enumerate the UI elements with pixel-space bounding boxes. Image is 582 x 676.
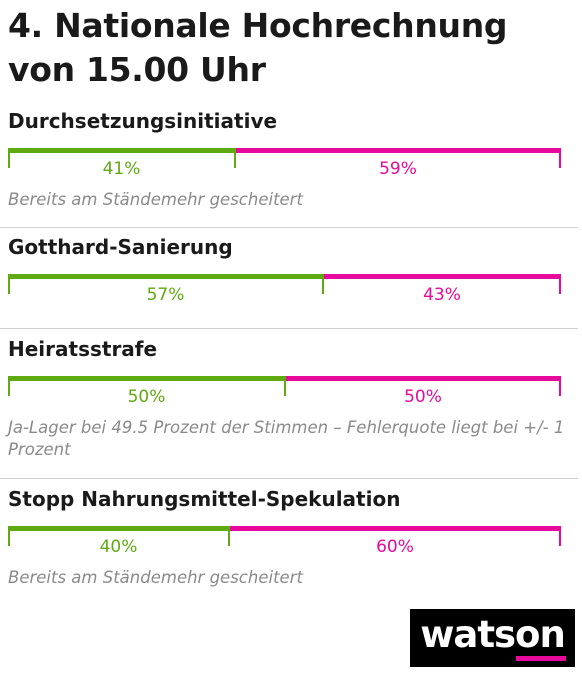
yes-percentage-label: 50% xyxy=(127,387,166,407)
result-bar xyxy=(8,274,561,294)
bar-tick xyxy=(8,376,10,396)
proposition-name: Gotthard-Sanierung xyxy=(8,235,233,259)
proposition-name: Stopp Nahrungsmittel-Spekulation xyxy=(8,487,401,511)
proposition-name: Durchsetzungsinitiative xyxy=(8,109,278,133)
no-bar-segment xyxy=(285,376,561,381)
result-note: Bereits am Ständemehr gescheitert xyxy=(8,190,303,209)
yes-bar-segment xyxy=(8,376,285,381)
result-note: Bereits am Ständemehr gescheitert xyxy=(8,568,303,587)
watson-logo: watson xyxy=(410,609,575,667)
section-divider xyxy=(0,328,578,329)
yes-bar-segment xyxy=(8,274,323,279)
yes-percentage-label: 40% xyxy=(99,537,138,557)
bar-tick xyxy=(8,526,10,546)
yes-bar-segment xyxy=(8,148,235,153)
chart-title: 4. Nationale Hochrechnung von 15.00 Uhr xyxy=(8,6,508,89)
no-percentage-label: 60% xyxy=(376,537,414,557)
no-bar-segment xyxy=(229,526,561,531)
logo-accent-bar xyxy=(516,656,566,661)
bar-tick xyxy=(559,376,561,396)
no-percentage-label: 50% xyxy=(404,387,442,407)
yes-percentage-label: 41% xyxy=(102,159,141,179)
bar-tick xyxy=(559,526,561,546)
section-divider xyxy=(0,227,578,228)
no-percentage-label: 43% xyxy=(423,285,461,305)
proposition-name: Heiratsstrafe xyxy=(8,337,158,361)
bar-tick xyxy=(284,376,286,396)
result-bar xyxy=(8,376,561,396)
result-bar xyxy=(8,148,561,168)
bar-tick xyxy=(322,274,324,294)
yes-bar-segment xyxy=(8,526,229,531)
logo-text: watson xyxy=(420,613,566,656)
no-percentage-label: 59% xyxy=(379,159,417,179)
section-divider xyxy=(0,478,578,479)
bar-tick xyxy=(234,148,236,168)
no-bar-segment xyxy=(323,274,561,279)
result-bar xyxy=(8,526,561,546)
bar-tick xyxy=(8,274,10,294)
bar-tick xyxy=(559,274,561,294)
bar-tick xyxy=(559,148,561,168)
no-bar-segment xyxy=(235,148,561,153)
bar-tick xyxy=(228,526,230,546)
bar-tick xyxy=(8,148,10,168)
result-note: Ja-Lager bei 49.5 Prozent der Stimmen – … xyxy=(8,418,565,459)
yes-percentage-label: 57% xyxy=(146,285,185,305)
